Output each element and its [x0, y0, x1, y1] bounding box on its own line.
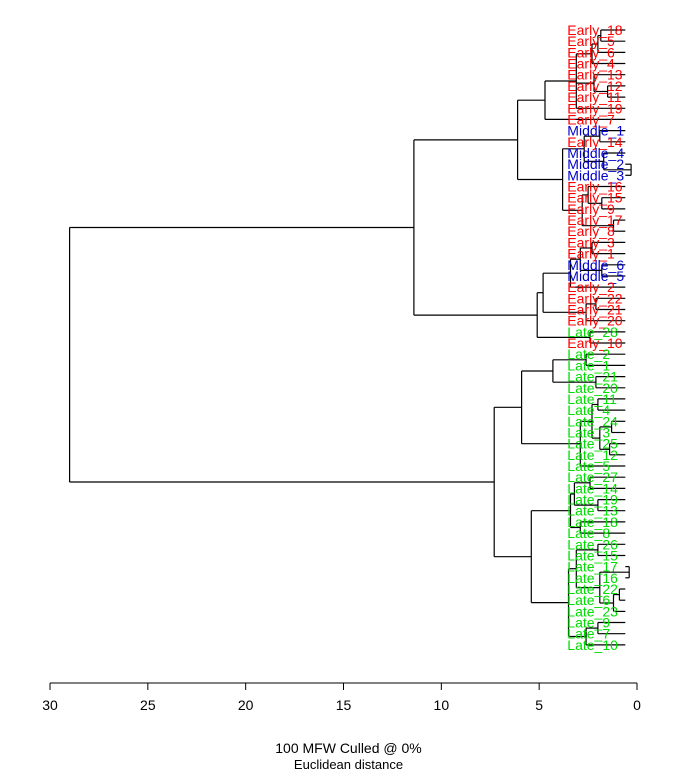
leaf-label-late-2: Late_2	[567, 346, 610, 362]
leaf-label-late-3: Late_3	[567, 425, 610, 441]
leaf-label-early-15: Early_15	[567, 190, 622, 206]
leaf-label-late-12: Late_12	[567, 447, 618, 463]
leaf-label-late-4: Late_4	[567, 402, 610, 418]
leaf-label-late-17: Late_17	[567, 559, 618, 575]
leaf-label-early-20: Early_20	[567, 313, 622, 329]
leaf-label-late-8: Late_8	[567, 525, 610, 541]
leaf-label-early-21: Early_21	[567, 302, 622, 318]
x-tick-label-20: 20	[238, 697, 254, 713]
leaf-label-late-13: Late_13	[567, 503, 618, 519]
leaf-label-early-1: Early_1	[567, 246, 615, 262]
dendrogram-branches	[68, 29, 632, 646]
leaf-label-early-19: Early_19	[567, 100, 622, 116]
leaf-label-late-14: Late_14	[567, 480, 618, 496]
x-tick-label-0: 0	[633, 697, 641, 713]
leaf-label-middle-5: Middle_5	[567, 268, 624, 284]
leaf-label-early-22: Early_22	[567, 290, 622, 306]
leaf-label-middle-3: Middle_3	[567, 167, 624, 183]
leaf-label-middle-2: Middle_2	[567, 156, 624, 172]
leaf-label-late-6: Late_6	[567, 592, 610, 608]
x-tick-label-5: 5	[535, 697, 543, 713]
leaf-label-late-16: Late_16	[567, 570, 618, 586]
leaf-label-late-19: Late_19	[567, 492, 618, 508]
leaf-label-late-27: Late_27	[567, 469, 618, 485]
leaf-label-early-5: Early_5	[567, 33, 615, 49]
leaf-label-late-21: Late_21	[567, 369, 618, 385]
leaf-label-late-11: Late_11	[567, 391, 617, 407]
leaf-label-middle-1: Middle_1	[567, 123, 624, 139]
leaf-label-late-7: Late_7	[567, 626, 610, 642]
leaf-label-late-25: Late_25	[567, 436, 618, 452]
leaf-label-late-18: Late_18	[567, 514, 618, 530]
leaf-label-late-24: Late_24	[567, 413, 618, 429]
leaf-label-late-10: Late_10	[567, 637, 618, 653]
leaf-label-early-3: Early_3	[567, 234, 615, 250]
leaf-labels: Early_18Early_5Early_6Early_4Early_13Ear…	[567, 22, 624, 653]
leaf-label-early-13: Early_13	[567, 67, 622, 83]
x-axis-title: 100 MFW Culled @ 0%	[275, 740, 422, 756]
leaf-label-late-5: Late_5	[567, 458, 610, 474]
x-tick-label-25: 25	[140, 697, 156, 713]
leaf-label-late-28: Late_28	[567, 324, 618, 340]
leaf-label-late-9: Late_9	[567, 615, 610, 631]
leaf-label-late-15: Late_15	[567, 548, 618, 564]
leaf-label-early-4: Early_4	[567, 56, 615, 72]
x-tick-label-30: 30	[42, 697, 58, 713]
leaf-label-early-18: Early_18	[567, 22, 622, 38]
x-axis-ticks: 30 25 20 15 10 5 0	[42, 683, 641, 713]
leaf-label-early-14: Early_14	[567, 134, 622, 150]
leaf-label-late-20: Late_20	[567, 380, 618, 396]
leaf-label-early-7: Early_7	[567, 111, 615, 127]
leaf-label-early-16: Early_16	[567, 179, 622, 195]
leaf-label-early-12: Early_12	[567, 78, 622, 94]
x-axis-subtitle: Euclidean distance	[293, 757, 404, 772]
leaf-label-late-22: Late_22	[567, 581, 618, 597]
leaf-label-early-10: Early_10	[567, 335, 622, 351]
x-axis: 30 25 20 15 10 5 0	[42, 682, 641, 713]
leaf-label-early-6: Early_6	[567, 44, 615, 60]
leaf-label-early-9: Early_9	[567, 201, 615, 217]
leaf-label-early-11: Early_11	[567, 89, 621, 105]
leaf-label-late-23: Late_23	[567, 603, 618, 619]
leaf-label-early-17: Early_17	[567, 212, 622, 228]
leaf-label-late-26: Late_26	[567, 536, 618, 552]
leaf-label-middle-4: Middle_4	[567, 145, 624, 161]
leaf-label-middle-6: Middle_6	[567, 257, 624, 273]
x-tick-label-15: 15	[336, 697, 352, 713]
x-tick-label-10: 10	[434, 697, 450, 713]
leaf-label-early-8: Early_8	[567, 223, 615, 239]
leaf-label-late-1: Late_1	[567, 357, 610, 373]
leaf-label-early-2: Early_2	[567, 279, 615, 295]
